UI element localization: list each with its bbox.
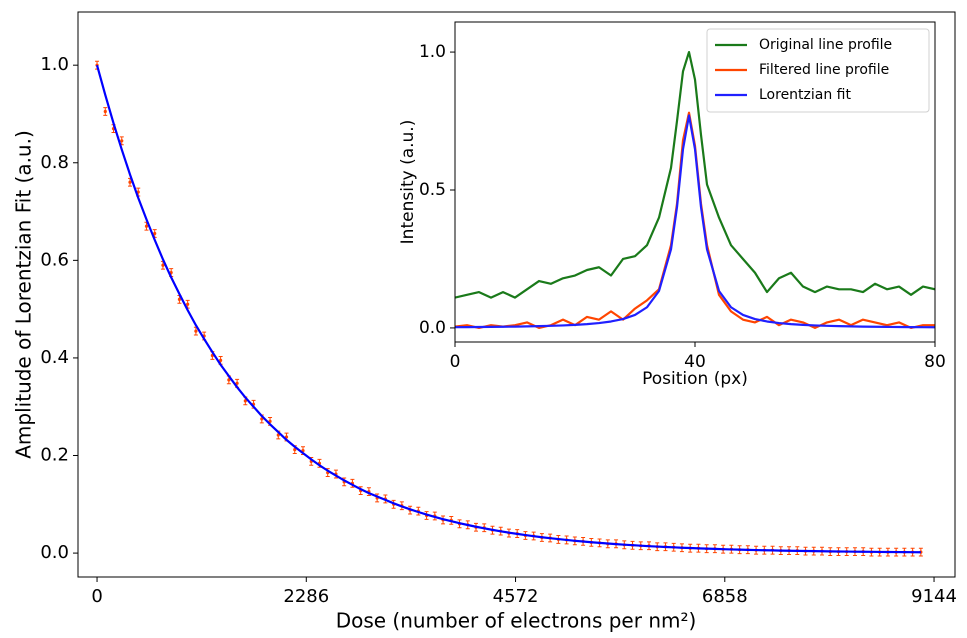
x-tick-label: 6858 xyxy=(702,586,748,607)
data-point xyxy=(186,302,190,306)
series-line xyxy=(95,64,921,554)
y-tick-label: 0.0 xyxy=(40,542,69,563)
data-point xyxy=(243,399,247,403)
y-tick-label: 0.8 xyxy=(40,152,69,173)
data-point xyxy=(144,224,149,228)
y-tick-label: 0.6 xyxy=(40,249,69,270)
data-point xyxy=(161,263,165,267)
data-point xyxy=(153,231,157,236)
y-tick-label: 0.5 xyxy=(419,180,446,200)
plot-marks xyxy=(95,60,923,557)
x-axis-label: Position (px) xyxy=(642,369,748,389)
x-tick-label: 0 xyxy=(91,586,102,607)
x-tick-label: 9144 xyxy=(911,586,957,607)
x-tick-label: 0 xyxy=(450,352,461,372)
x-tick-label: 2286 xyxy=(283,586,329,607)
y-tick-label: 1.0 xyxy=(419,42,446,62)
data-point xyxy=(177,297,182,301)
data-point xyxy=(235,381,239,385)
legend-label: Original line profile xyxy=(759,37,892,53)
y-tick-label: 0.2 xyxy=(40,445,69,466)
data-point xyxy=(103,109,107,114)
y-axis-label: Amplitude of Lorentzian Fit (a.u.) xyxy=(12,130,36,459)
legend-label: Lorentzian fit xyxy=(759,87,852,103)
plot-marks xyxy=(455,50,935,330)
data-point xyxy=(120,139,124,143)
x-tick-label: 4572 xyxy=(493,586,539,607)
data-point xyxy=(128,180,132,184)
data-point xyxy=(219,358,223,362)
x-tick-label: 80 xyxy=(924,352,946,372)
legend-box xyxy=(706,28,930,113)
data-point xyxy=(293,448,297,452)
legend-label: Filtered line profile xyxy=(759,62,889,78)
series-line xyxy=(455,50,935,299)
axes-frame xyxy=(454,21,936,343)
y-tick-label: 1.0 xyxy=(40,54,69,75)
data-point xyxy=(227,378,231,382)
x-axis-label: Dose (number of electrons per nm²) xyxy=(336,609,697,633)
x-tick-label: 40 xyxy=(684,352,706,372)
y-tick-label: 0.0 xyxy=(419,318,446,338)
y-axis-label: Intensity (a.u.) xyxy=(398,120,418,245)
y-tick-label: 0.4 xyxy=(40,347,69,368)
data-point xyxy=(194,329,198,333)
series-line xyxy=(455,114,935,329)
axes-frame xyxy=(77,11,956,578)
